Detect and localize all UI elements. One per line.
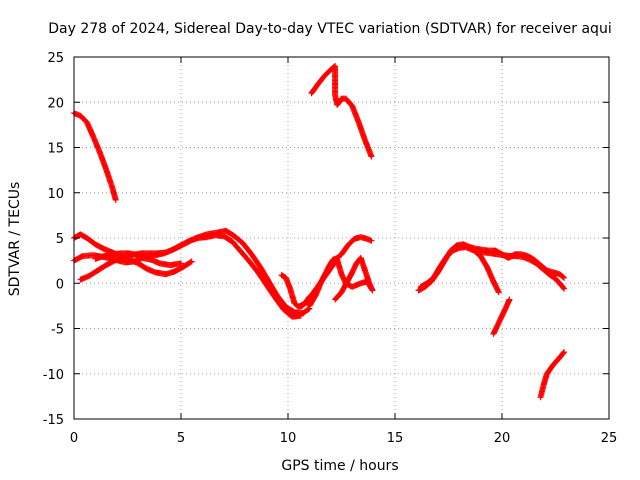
- y-axis-title: SDTVAR / TECUs: [7, 182, 23, 297]
- data-point: [188, 258, 195, 265]
- y-tick-label: 15: [47, 142, 64, 157]
- x-tick-label: 10: [280, 431, 297, 446]
- data-point: [560, 349, 567, 356]
- series-arc-9: [332, 254, 376, 303]
- y-tick-label: 25: [47, 51, 64, 66]
- data-point: [369, 287, 376, 294]
- data-points: [71, 63, 568, 401]
- y-tick-label: -15: [43, 413, 64, 428]
- data-point: [187, 259, 194, 266]
- x-axis-title: GPS time / hours: [281, 458, 398, 474]
- chart-title: Day 278 of 2024, Sidereal Day-to-day VTE…: [48, 21, 611, 37]
- data-point: [561, 285, 568, 292]
- data-point: [368, 153, 375, 160]
- data-point: [506, 296, 513, 303]
- y-tick-label: 10: [47, 187, 64, 202]
- series-arc-10: [308, 63, 375, 160]
- y-tick-label: 20: [47, 96, 64, 111]
- data-point: [560, 274, 567, 281]
- y-tick-label: -5: [51, 323, 64, 338]
- series-arc-15: [537, 349, 568, 401]
- data-point: [368, 237, 375, 244]
- series-arc-1: [71, 110, 119, 203]
- x-tick-label: 20: [494, 431, 511, 446]
- y-tick-label: 0: [56, 277, 64, 292]
- series-arc-13: [471, 247, 502, 296]
- data-point: [305, 306, 312, 313]
- data-point: [112, 196, 119, 203]
- data-point: [561, 349, 568, 356]
- series-arc-7: [297, 256, 375, 310]
- data-point: [178, 260, 184, 267]
- ticks: 0 5 10 15 20 25 -15 -10 -5 0 5 10 15 20 25: [43, 51, 618, 446]
- series-arc-14: [490, 296, 513, 337]
- data-point: [560, 284, 567, 291]
- series-arc-5: [92, 232, 304, 320]
- data-point: [561, 274, 568, 281]
- data-point: [297, 312, 304, 319]
- x-tick-label: 25: [601, 431, 618, 446]
- x-tick-label: 5: [177, 431, 185, 446]
- y-tick-label: 5: [56, 232, 64, 247]
- y-tick-label: -10: [43, 368, 64, 383]
- grid: [74, 57, 609, 419]
- series-arc-8: [306, 234, 375, 309]
- x-tick-label: 0: [70, 431, 78, 446]
- data-point: [495, 289, 502, 296]
- x-tick-label: 15: [387, 431, 404, 446]
